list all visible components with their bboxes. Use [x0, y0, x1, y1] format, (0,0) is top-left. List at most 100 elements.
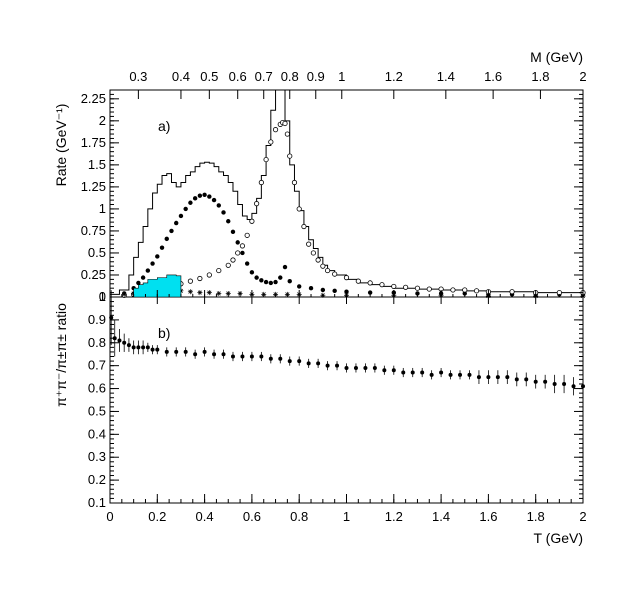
filled-circle-point	[278, 275, 283, 280]
y-tick-label-b: 0.6	[88, 381, 106, 396]
x-tick-label: 1.6	[479, 509, 497, 524]
ratio-point	[344, 365, 349, 370]
filled-circle-point	[150, 261, 155, 266]
open-circle-point	[509, 289, 515, 295]
top-tick-label: 1	[338, 69, 345, 84]
open-circle-point	[235, 250, 241, 256]
open-circle-point	[301, 223, 307, 230]
filled-circle-point	[136, 280, 141, 286]
filled-circle-point	[192, 196, 198, 201]
top-tick-label: 0.7	[255, 69, 273, 84]
open-circle-point	[272, 127, 279, 133]
open-circle-point	[287, 153, 293, 159]
ratio-point	[410, 370, 415, 375]
filled-circle-point	[174, 220, 179, 226]
ratio-point	[155, 347, 160, 352]
y-tick-label-b: 0.4	[88, 426, 106, 441]
ratio-point	[401, 370, 406, 375]
ratio-point	[533, 379, 538, 384]
filled-circle-point	[415, 291, 420, 296]
ratio-point	[240, 354, 245, 359]
open-circle-point	[414, 285, 421, 291]
ratio-point	[174, 349, 179, 354]
filled-circle-point	[282, 264, 288, 270]
ratio-point	[268, 356, 273, 361]
x-tick-label: 0.2	[148, 509, 166, 524]
open-circle-point	[306, 241, 312, 247]
open-circle-point	[367, 280, 373, 286]
open-circle-point	[263, 156, 269, 163]
y-tick-label-a: 1.5	[88, 157, 106, 172]
ratio-point	[495, 375, 500, 380]
ratio-point	[325, 363, 330, 368]
top-tick-label: 1.6	[484, 69, 502, 84]
filled-circle-point	[197, 193, 203, 198]
open-circle-point	[355, 278, 361, 284]
ratio-point	[448, 372, 453, 377]
cyan-band-area	[133, 274, 182, 298]
ratio-point	[429, 372, 434, 377]
filled-circle-point	[183, 206, 188, 212]
open-circle-point	[268, 139, 274, 145]
ratio-point	[562, 381, 567, 386]
top-tick-label: 0.4	[172, 69, 190, 84]
y-axis-title-a: Rate (GeV⁻¹)	[53, 104, 69, 187]
filled-circle-point	[254, 275, 259, 280]
filled-circle-point	[164, 236, 169, 242]
filled-circle-point	[188, 200, 193, 205]
open-circle-point	[282, 120, 288, 127]
panel-b-frame	[109, 296, 584, 504]
filled-circle-point	[287, 278, 292, 284]
y-tick-label-a: 2.25	[81, 91, 106, 106]
open-circle-point	[473, 288, 480, 294]
filled-circle-point	[297, 284, 302, 289]
ratio-point	[552, 381, 557, 386]
open-circle-point	[197, 275, 203, 282]
top-tick-label: 1.8	[531, 69, 549, 84]
open-circle-point	[426, 286, 432, 292]
ratio-point	[316, 361, 321, 366]
ratio-point	[420, 370, 425, 375]
open-circle-point	[379, 282, 385, 288]
ratio-point	[372, 365, 377, 370]
ratio-point	[486, 375, 491, 380]
filled-circle-point	[211, 197, 217, 203]
filled-circle-point	[235, 240, 240, 245]
panel-a-label: a)	[158, 118, 170, 134]
panel-a-plot	[109, 89, 586, 299]
ratio-point	[524, 377, 529, 382]
open-circle-point	[315, 257, 321, 263]
x-tick-label: 1.2	[385, 509, 403, 524]
open-circle-point	[403, 284, 409, 290]
ratio-point	[297, 359, 302, 364]
ratio-point	[581, 384, 585, 389]
filled-circle-point	[332, 288, 337, 294]
filled-circle-point	[226, 219, 231, 224]
open-circle-point	[230, 257, 236, 263]
open-circle-point	[206, 272, 212, 278]
filled-circle-point	[320, 287, 326, 293]
filled-circle-point	[140, 275, 146, 280]
filled-circle-point	[230, 229, 236, 235]
ratio-point	[145, 345, 150, 350]
star-point	[225, 290, 231, 296]
y-tick-label-b: 0.2	[88, 472, 106, 487]
ratio-point	[230, 354, 235, 359]
filled-circle-point	[249, 270, 255, 275]
panel-b-plot	[109, 290, 585, 396]
filled-circle-point	[268, 280, 274, 286]
x-axis-title: T (GeV)	[533, 530, 583, 546]
ratio-point	[112, 336, 117, 341]
panel-b-label: b)	[158, 325, 170, 341]
star-point	[216, 290, 222, 296]
ratio-point	[221, 352, 226, 357]
ratio-point	[122, 340, 127, 345]
ratio-point	[543, 379, 548, 384]
y-tick-label-b: 0.9	[88, 312, 106, 327]
ratio-point	[109, 315, 114, 320]
filled-circle-point	[367, 290, 373, 295]
x-tick-label: 1	[343, 509, 350, 524]
y-tick-label-a: 1.25	[81, 179, 106, 194]
ratio-point	[335, 363, 340, 368]
top-tick-label: 0.3	[129, 69, 147, 84]
